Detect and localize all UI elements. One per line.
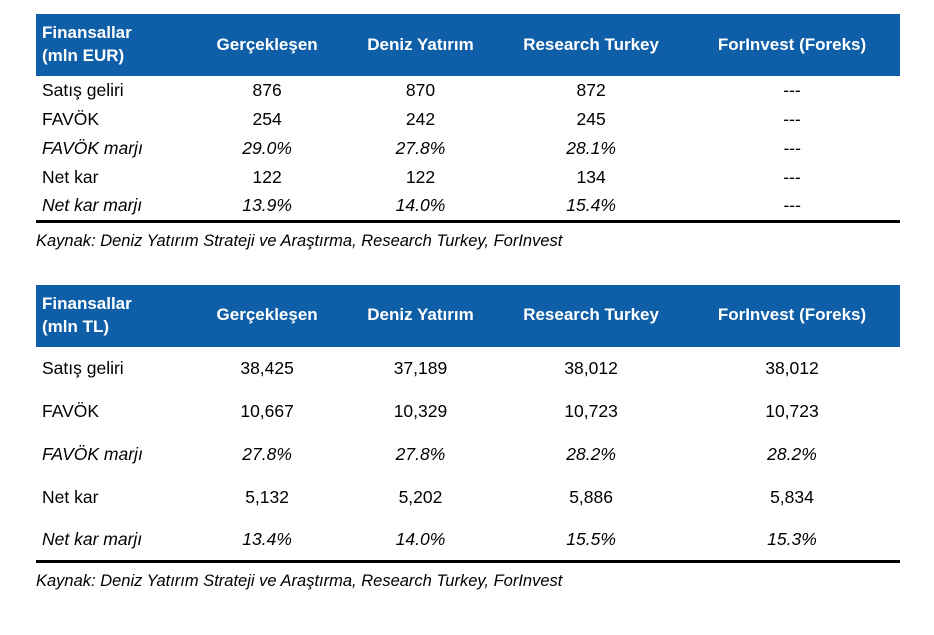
header-title-line2: (mln EUR) — [42, 46, 125, 65]
table-row: FAVÖK marjı 27.8% 27.8% 28.2% 28.2% — [36, 433, 900, 476]
cell-value: 870 — [405, 80, 436, 100]
cell-value: 15.5% — [566, 528, 616, 549]
row-label: FAVÖK marjı — [42, 138, 143, 158]
financials-table-tl-block: Finansallar (mln TL) Gerçekleşen Deniz Ya… — [36, 284, 900, 592]
financials-table-tl: Finansallar (mln TL) Gerçekleşen Deniz Ya… — [36, 284, 900, 563]
table-body-tl: Satış geliri 38,425 37,189 38,012 38,012 FAVÖ… — [36, 347, 900, 562]
cell-value: --- — [783, 167, 801, 187]
row-label: Net kar marjı — [42, 195, 143, 216]
cell-value: 10,723 — [765, 400, 819, 421]
cell-value: --- — [783, 138, 801, 158]
cell-value: 872 — [576, 80, 606, 100]
row-label: Satış geliri — [42, 80, 124, 100]
row-label: Net kar — [42, 167, 99, 187]
cell-value: 245 — [576, 109, 606, 129]
cell-value: 242 — [405, 109, 436, 129]
table-row: Net kar 5,132 5,202 5,886 5,834 — [36, 476, 900, 519]
cell-value: 876 — [252, 80, 282, 100]
cell-value: 13.9% — [242, 195, 292, 216]
cell-value: 10,667 — [240, 400, 294, 421]
header-cell-title: Finansallar (mln EUR) — [36, 14, 192, 76]
header-cell-title: Finansallar (mln TL) — [36, 284, 192, 347]
cell-value: 15.4% — [566, 195, 616, 216]
cell-value: 5,202 — [398, 486, 443, 507]
source-note-tl: Kaynak: Deniz Yatırım Strateji ve Araştı… — [36, 572, 563, 590]
table-row: Net kar 122 122 134 --- — [36, 163, 900, 192]
cell-value: 27.8% — [242, 443, 292, 464]
cell-value: 5,132 — [245, 486, 289, 507]
cell-value: 10,329 — [393, 400, 448, 421]
table-row: FAVÖK marjı 29.0% 27.8% 28.1% --- — [36, 134, 900, 163]
header-row: Finansallar (mln EUR) Gerçekleşen Deniz Y… — [36, 14, 900, 76]
table-body-eur: Satış geliri 876 870 872 --- FAVÖK 254 242 245 --… — [36, 76, 900, 221]
header-row: Finansallar (mln TL) Gerçekleşen Deniz Ya… — [36, 284, 900, 347]
cell-value: 5,886 — [569, 486, 613, 507]
cell-value: --- — [783, 109, 801, 129]
column-header: Deniz Yatırım — [342, 284, 499, 347]
column-header: Gerçekleşen — [191, 14, 343, 76]
financials-table-eur-block: Finansallar (mln EUR) Gerçekleşen Deniz Y… — [36, 14, 900, 251]
column-header: Deniz Yatırım — [342, 14, 499, 76]
row-label: FAVÖK marjı — [42, 443, 143, 464]
table-row: Satış geliri 876 870 872 --- — [36, 76, 900, 105]
cell-value: 38,012 — [564, 357, 618, 378]
row-label: FAVÖK — [42, 109, 100, 129]
cell-value: --- — [783, 195, 801, 216]
cell-value: 134 — [576, 167, 606, 187]
cell-value: 38,425 — [240, 357, 294, 378]
row-label: Net kar — [42, 486, 99, 507]
table-header-tl: Finansallar (mln TL) Gerçekleşen Deniz Ya… — [36, 284, 900, 347]
header-title-line1: Finansallar — [42, 23, 132, 43]
row-label: FAVÖK — [42, 400, 100, 421]
cell-value: 10,723 — [564, 400, 618, 421]
row-label: Net kar marjı — [42, 528, 143, 549]
cell-value: 28.2% — [566, 443, 616, 464]
column-header: Research Turkey — [498, 14, 684, 76]
header-title-line2: (mln TL) — [42, 316, 110, 336]
column-header: Gerçekleşen — [191, 284, 343, 347]
cell-value: 27.8% — [395, 443, 446, 464]
table-header-eur: Finansallar (mln EUR) Gerçekleşen Deniz Y… — [36, 14, 900, 76]
table-row: FAVÖK 10,667 10,329 10,723 10,723 — [36, 390, 900, 433]
cell-value: 14.0% — [395, 195, 446, 216]
cell-value: 28.1% — [566, 138, 616, 158]
financials-table-eur: Finansallar (mln EUR) Gerçekleşen Deniz Y… — [36, 14, 900, 223]
column-header: Research Turkey — [498, 284, 684, 347]
cell-value: 254 — [252, 109, 282, 129]
cell-value: --- — [783, 80, 801, 100]
column-header: ForInvest (Foreks) — [683, 14, 900, 76]
cell-value: 28.2% — [767, 443, 817, 464]
table-row: Net kar marjı 13.9% 14.0% 15.4% --- — [36, 192, 900, 221]
cell-value: 38,012 — [765, 357, 819, 378]
cell-value: 37,189 — [393, 357, 448, 378]
cell-value: 122 — [405, 167, 436, 187]
cell-value: 15.3% — [767, 528, 817, 549]
cell-value: 29.0% — [242, 138, 292, 158]
row-label: Satış geliri — [42, 357, 124, 378]
cell-value: 122 — [252, 167, 282, 187]
source-note-eur: Kaynak: Deniz Yatırım Strateji ve Araştı… — [36, 231, 563, 250]
header-title-line1: Finansallar — [42, 293, 132, 313]
cell-value: 13.4% — [242, 528, 292, 549]
column-header: ForInvest (Foreks) — [683, 284, 900, 347]
table-row: Satış geliri 38,425 37,189 38,012 38,012 — [36, 347, 900, 390]
cell-value: 5,834 — [770, 486, 814, 507]
table-row: Net kar marjı 13.4% 14.0% 15.5% 15.3% — [36, 519, 900, 562]
table-row: FAVÖK 254 242 245 --- — [36, 105, 900, 134]
cell-value: 27.8% — [395, 138, 446, 158]
cell-value: 14.0% — [395, 528, 446, 549]
